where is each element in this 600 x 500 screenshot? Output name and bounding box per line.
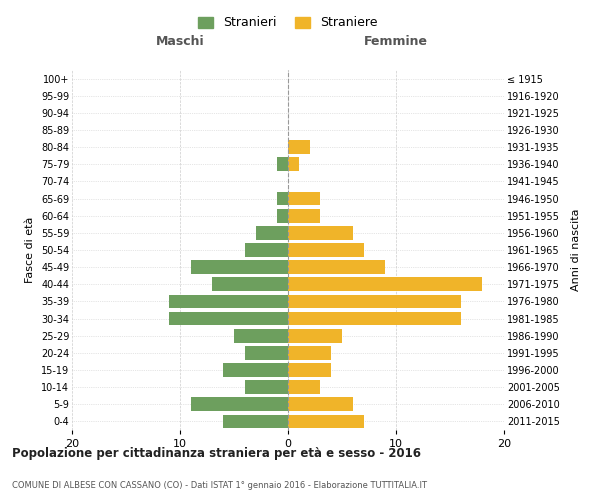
Text: COMUNE DI ALBESE CON CASSANO (CO) - Dati ISTAT 1° gennaio 2016 - Elaborazione TU: COMUNE DI ALBESE CON CASSANO (CO) - Dati… <box>12 480 427 490</box>
Bar <box>245 346 288 360</box>
Bar <box>288 209 320 222</box>
Bar <box>288 414 364 428</box>
Bar <box>288 192 320 205</box>
Bar <box>288 363 331 377</box>
Bar <box>288 226 353 239</box>
Bar <box>288 260 385 274</box>
Bar <box>191 260 288 274</box>
Text: Maschi: Maschi <box>155 36 205 49</box>
Bar <box>245 380 288 394</box>
Legend: Stranieri, Straniere: Stranieri, Straniere <box>193 12 383 34</box>
Y-axis label: Fasce di età: Fasce di età <box>25 217 35 283</box>
Bar <box>288 398 353 411</box>
Bar <box>223 414 288 428</box>
Bar <box>288 329 342 342</box>
Bar <box>223 363 288 377</box>
Y-axis label: Anni di nascita: Anni di nascita <box>571 209 581 291</box>
Bar <box>288 294 461 308</box>
Bar <box>288 243 364 257</box>
Bar <box>288 380 320 394</box>
Bar <box>212 278 288 291</box>
Bar <box>288 140 310 154</box>
Bar <box>288 278 482 291</box>
Text: Popolazione per cittadinanza straniera per età e sesso - 2016: Popolazione per cittadinanza straniera p… <box>12 448 421 460</box>
Bar <box>288 346 331 360</box>
Bar <box>169 312 288 326</box>
Text: Femmine: Femmine <box>364 36 428 49</box>
Bar <box>169 294 288 308</box>
Bar <box>245 243 288 257</box>
Bar <box>288 312 461 326</box>
Bar <box>191 398 288 411</box>
Bar <box>256 226 288 239</box>
Bar <box>277 158 288 171</box>
Bar <box>288 158 299 171</box>
Bar <box>234 329 288 342</box>
Bar <box>277 209 288 222</box>
Bar <box>277 192 288 205</box>
